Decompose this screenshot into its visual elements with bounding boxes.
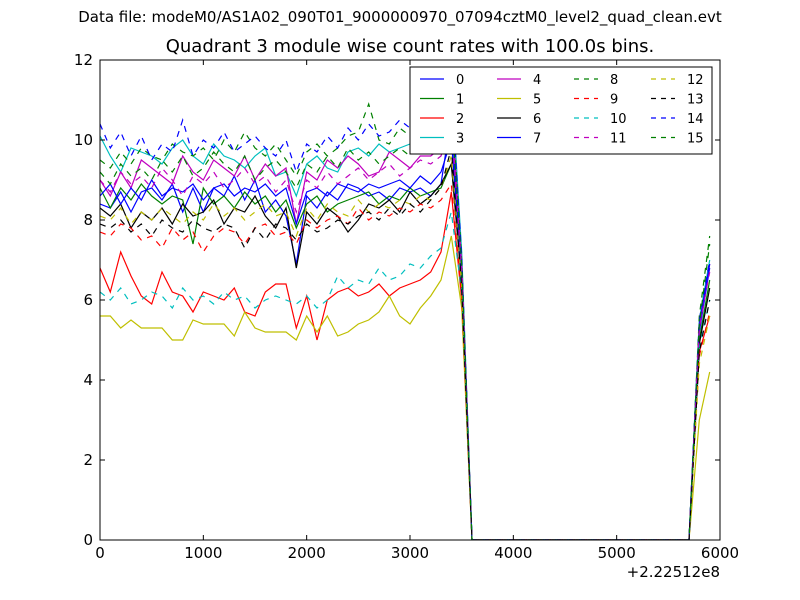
legend-label-11: 11 <box>610 132 627 147</box>
series-line-10 <box>100 211 711 540</box>
series-line-6 <box>100 161 711 540</box>
chart-title: Quadrant 3 module wise count rates with … <box>165 36 655 57</box>
x-tick-label: 5000 <box>598 544 636 562</box>
x-tick-label: 1000 <box>184 544 222 562</box>
y-tick-label: 12 <box>74 51 93 69</box>
legend-label-1: 1 <box>456 93 464 108</box>
y-tick-label: 2 <box>83 451 93 469</box>
figure-suptitle: Data file: modeM0/AS1A02_090T01_90000009… <box>78 8 722 26</box>
legend-label-5: 5 <box>533 93 541 108</box>
legend-box <box>409 66 713 155</box>
x-tick-label: 2000 <box>288 544 326 562</box>
series-line-3 <box>100 79 711 540</box>
legend-label-9: 9 <box>610 93 618 108</box>
series-line-8 <box>100 91 711 540</box>
y-tick-label: 8 <box>83 211 93 229</box>
legend-label-10: 10 <box>610 112 627 127</box>
legend-label-2: 2 <box>456 112 464 127</box>
y-tick-label: 4 <box>83 371 93 389</box>
series-line-15 <box>100 107 711 540</box>
series-line-13 <box>100 147 711 540</box>
legend-label-14: 14 <box>687 112 704 127</box>
legend-label-0: 0 <box>456 73 464 88</box>
series-line-0 <box>100 115 711 540</box>
y-tick-label: 10 <box>74 131 93 149</box>
series-line-11 <box>100 123 711 540</box>
series-line-1 <box>100 163 711 540</box>
legend-label-6: 6 <box>533 112 541 127</box>
legend-label-8: 8 <box>610 73 618 88</box>
legend-label-4: 4 <box>533 73 541 88</box>
series-layer <box>100 79 711 540</box>
legend-label-3: 3 <box>456 132 464 147</box>
x-tick-label: 3000 <box>391 544 429 562</box>
y-tick-label: 0 <box>83 531 93 549</box>
x-tick-label: 6000 <box>701 544 739 562</box>
x-tick-label: 4000 <box>494 544 532 562</box>
series-line-7 <box>100 139 711 540</box>
legend-label-15: 15 <box>687 132 704 147</box>
y-tick-label: 6 <box>83 291 93 309</box>
series-line-4 <box>100 99 711 540</box>
x-offset-label: +2.22512e8 <box>627 563 720 581</box>
x-tick-label: 0 <box>95 544 105 562</box>
legend-label-13: 13 <box>687 93 704 108</box>
series-line-2 <box>100 191 711 540</box>
legend-label-12: 12 <box>687 73 704 88</box>
series-line-5 <box>100 235 711 540</box>
series-line-14 <box>100 87 711 540</box>
legend-label-7: 7 <box>533 132 541 147</box>
